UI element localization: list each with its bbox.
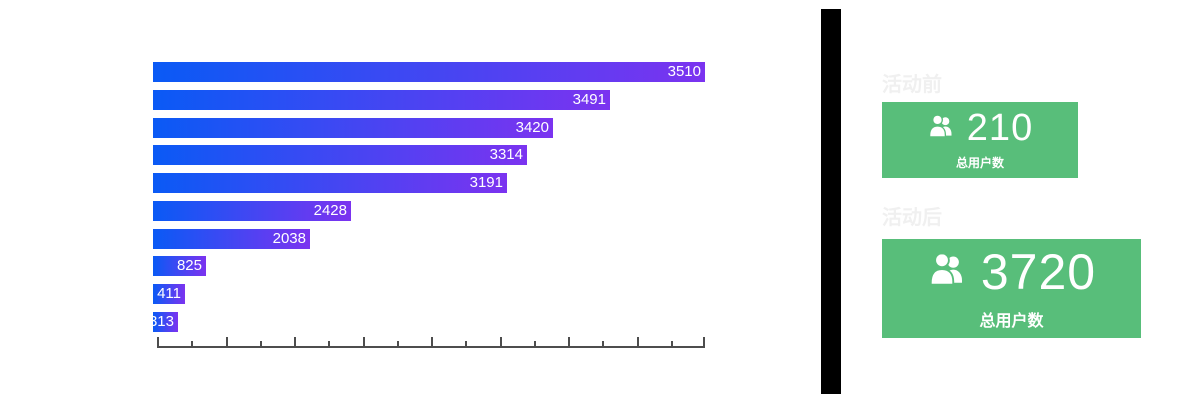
users-icon <box>927 249 967 294</box>
bar-value-label: 3510 <box>667 63 701 80</box>
bar-value-label: 411 <box>157 285 181 303</box>
bar-row: 3510 <box>153 62 705 82</box>
bar-value-label: 3420 <box>515 118 549 136</box>
stat-card-main: 3720 <box>927 247 1096 297</box>
section-label-before: 活动前 <box>882 74 942 96</box>
axis-tick-minor <box>533 341 536 346</box>
bar <box>153 173 507 194</box>
bar-row: 3191 <box>153 173 507 194</box>
bar <box>153 256 206 277</box>
bar <box>153 145 527 166</box>
axis-tick-major <box>225 337 228 346</box>
axis-tick-major <box>294 337 296 346</box>
bar-value-label: 2038 <box>272 229 306 247</box>
bar-value-label: 3314 <box>489 146 523 164</box>
axis-tick-minor <box>396 341 399 346</box>
bar-row: 2038 <box>153 228 310 249</box>
bar <box>153 200 351 221</box>
axis-tick-minor <box>670 341 673 346</box>
bar <box>153 89 610 110</box>
section-label-after: 活动后 <box>882 207 942 229</box>
stat-value: 3720 <box>980 243 1097 300</box>
axis-tick-minor <box>259 341 262 346</box>
bar-row: 3420 <box>153 117 553 138</box>
axis-tick-minor <box>465 341 468 346</box>
bar-row: 313 <box>149 312 178 333</box>
bar-value-label: 313 <box>148 313 174 331</box>
axis-tick-major <box>568 337 570 346</box>
divider-bar <box>821 9 841 394</box>
stat-card-after: 3720 总用户数 <box>882 239 1141 338</box>
axis-tick-minor <box>602 341 605 346</box>
bar-row: 2428 <box>153 200 351 221</box>
bar <box>153 228 310 249</box>
bar-value-label: 3191 <box>469 174 503 192</box>
axis-tick-major <box>431 337 433 346</box>
bar-value-label: 3491 <box>572 90 606 108</box>
axis-tick-major <box>636 337 639 346</box>
bar-value-label: 825 <box>176 257 202 275</box>
bar-chart: 3510 3491 3420 3314 3191 2428 2038 825 411 313 <box>149 62 705 348</box>
stat-card-main: 210 <box>927 109 1033 147</box>
stat-value: 210 <box>966 107 1034 149</box>
bar <box>153 312 178 333</box>
axis-tick-major <box>362 337 365 346</box>
users-icon <box>927 112 955 145</box>
axis-tick-major <box>499 337 502 346</box>
bar-value-label: 2428 <box>313 201 347 219</box>
bar <box>153 284 185 305</box>
bar-row: 825 <box>153 256 206 277</box>
axis-tick-minor <box>191 341 194 346</box>
axis-tick-major <box>703 337 705 346</box>
bar <box>153 62 705 82</box>
stat-caption: 总用户数 <box>955 156 1004 170</box>
bar <box>153 117 553 138</box>
bar-row: 411 <box>153 284 185 305</box>
axis-tick-minor <box>328 341 331 346</box>
bar-row: 3491 <box>153 89 610 110</box>
stat-caption: 总用户数 <box>979 312 1044 330</box>
x-axis <box>157 337 705 348</box>
bar-row: 3314 <box>153 145 527 166</box>
axis-tick-major <box>157 337 159 346</box>
stat-card-before: 210 总用户数 <box>882 102 1078 178</box>
